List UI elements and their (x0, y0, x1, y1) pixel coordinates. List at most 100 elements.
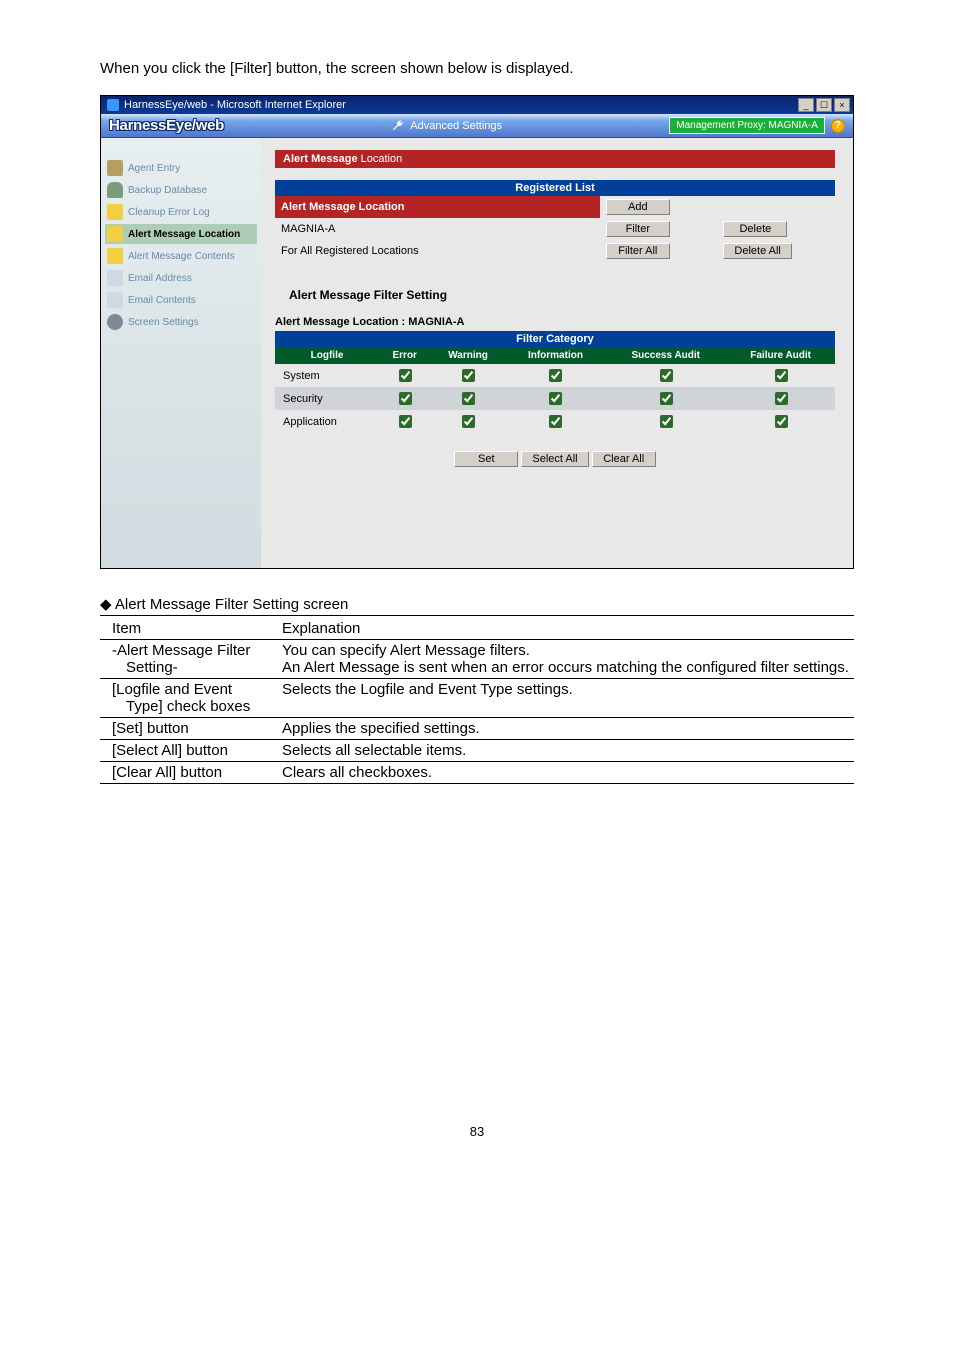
app-title: HarnessEye/web (109, 117, 224, 134)
logfile-name: Security (275, 387, 379, 410)
folder-icon (107, 160, 123, 176)
registered-list-header: Registered List (275, 180, 835, 196)
delete-button[interactable]: Delete (723, 221, 787, 237)
sidebar-item-label: Agent Entry (128, 163, 180, 174)
clear-all-button[interactable]: Clear All (592, 451, 656, 467)
help-icon[interactable]: ? (831, 119, 845, 133)
exp-item: [Clear All] button (100, 762, 280, 784)
filter-setting-title: Alert Message Filter Setting (275, 288, 835, 302)
intro-text: When you click the [Filter] button, the … (100, 60, 854, 77)
exp-explanation: Clears all checkboxes. (280, 762, 854, 784)
location-line: Alert Message Location : MAGNIA-A (275, 316, 835, 328)
logfile-name: System (275, 364, 379, 387)
cat-column-header: Logfile (275, 347, 379, 364)
sidebar-item-label: Email Address (128, 273, 192, 284)
exp-item: [Logfile and EventType] check boxes (100, 679, 280, 718)
cat-column-header: Warning (430, 347, 505, 364)
explanation-heading: ◆ Alert Message Filter Setting screen (100, 595, 854, 616)
filter-checkbox[interactable] (660, 392, 673, 405)
sidebar-item-label: Alert Message Contents (128, 251, 235, 262)
warn-icon (107, 248, 123, 264)
add-button[interactable]: Add (606, 199, 670, 215)
sidebar-item-backup-database[interactable]: Backup Database (105, 180, 257, 200)
exp-header-explanation: Explanation (280, 618, 854, 640)
panel-title-rest: Location (358, 153, 403, 165)
wrench-icon (391, 119, 405, 133)
select-all-button[interactable]: Select All (521, 451, 588, 467)
filter-checkbox[interactable] (399, 415, 412, 428)
filter-checkbox[interactable] (462, 392, 475, 405)
logfile-name: Application (275, 410, 379, 433)
delete-all-button[interactable]: Delete All (723, 243, 791, 259)
advanced-settings-text: Advanced Settings (410, 120, 502, 132)
filter-checkbox[interactable] (660, 415, 673, 428)
warn-icon (107, 204, 123, 220)
exp-header-item: Item (100, 618, 280, 640)
window-title: HarnessEye/web - Microsoft Internet Expl… (124, 99, 346, 111)
proxy-badge: Management Proxy: MAGNIA-A (669, 117, 825, 134)
explanation-table: ItemExplanation-Alert Message FilterSett… (100, 618, 854, 784)
cat-column-header: Information (506, 347, 606, 364)
mail-icon (107, 270, 123, 286)
sidebar-item-email-address[interactable]: Email Address (105, 268, 257, 288)
proxy-text: Management Proxy: MAGNIA-A (676, 120, 818, 131)
exp-explanation: Applies the specified settings. (280, 718, 854, 740)
ie-icon (107, 99, 119, 111)
sidebar-item-label: Screen Settings (128, 317, 199, 328)
filter-checkbox[interactable] (549, 392, 562, 405)
filter-checkbox[interactable] (775, 369, 788, 382)
advanced-settings-label[interactable]: Advanced Settings (391, 119, 502, 133)
page-number: 83 (100, 1124, 854, 1139)
filter-checkbox[interactable] (549, 415, 562, 428)
reg-label: Alert Message Location (275, 196, 600, 218)
exp-explanation: You can specify Alert Message filters.An… (280, 640, 854, 679)
filter-button[interactable]: Filter (606, 221, 670, 237)
panel-title-bold: Alert Message (283, 153, 358, 165)
sidebar-item-label: Alert Message Location (128, 229, 240, 240)
sidebar-item-screen-settings[interactable]: Screen Settings (105, 312, 257, 332)
sidebar-item-email-contents[interactable]: Email Contents (105, 290, 257, 310)
filter-category-table: LogfileErrorWarningInformationSuccess Au… (275, 347, 835, 433)
maximize-button[interactable]: ☐ (816, 98, 832, 112)
filter-checkbox[interactable] (549, 369, 562, 382)
reg-label: For All Registered Locations (275, 240, 600, 262)
filter-checkbox[interactable] (399, 369, 412, 382)
mail-icon (107, 292, 123, 308)
main-panel: Alert Message Location Registered List A… (261, 138, 853, 568)
titlebar: HarnessEye/web - Microsoft Internet Expl… (101, 96, 853, 114)
db-icon (107, 182, 123, 198)
gear-icon (107, 314, 123, 330)
warn-icon (107, 226, 123, 242)
filter-checkbox[interactable] (399, 392, 412, 405)
exp-item: [Select All] button (100, 740, 280, 762)
registered-list-table: Alert Message Location Add MAGNIA-A Filter D… (275, 196, 835, 262)
exp-explanation: Selects the Logfile and Event Type setti… (280, 679, 854, 718)
close-button[interactable]: × (834, 98, 850, 112)
sidebar-item-label: Cleanup Error Log (128, 207, 210, 218)
exp-explanation: Selects all selectable items. (280, 740, 854, 762)
sidebar-item-alert-message-location[interactable]: Alert Message Location (105, 224, 257, 244)
filter-checkbox[interactable] (462, 369, 475, 382)
browser-window: HarnessEye/web - Microsoft Internet Expl… (100, 95, 854, 569)
filter-checkbox[interactable] (660, 369, 673, 382)
filter-checkbox[interactable] (775, 415, 788, 428)
filter-category-header: Filter Category (275, 331, 835, 347)
minimize-button[interactable]: _ (798, 98, 814, 112)
filter-checkbox[interactable] (462, 415, 475, 428)
panel-title: Alert Message Location (275, 150, 835, 168)
app-header: HarnessEye/web Advanced Settings Managem… (101, 114, 853, 138)
exp-item: -Alert Message FilterSetting- (100, 640, 280, 679)
reg-label: MAGNIA-A (275, 218, 600, 240)
set-button[interactable]: Set (454, 451, 518, 467)
exp-item: [Set] button (100, 718, 280, 740)
sidebar-item-label: Email Contents (128, 295, 196, 306)
cat-column-header: Success Audit (605, 347, 726, 364)
sidebar-item-alert-message-contents[interactable]: Alert Message Contents (105, 246, 257, 266)
sidebar: Agent Entry Backup Database Cleanup Error … (101, 138, 261, 568)
sidebar-item-agent-entry[interactable]: Agent Entry (105, 158, 257, 178)
filter-checkbox[interactable] (775, 392, 788, 405)
filter-all-button[interactable]: Filter All (606, 243, 670, 259)
cat-column-header: Failure Audit (726, 347, 835, 364)
sidebar-item-cleanup-error-log[interactable]: Cleanup Error Log (105, 202, 257, 222)
cat-column-header: Error (379, 347, 430, 364)
